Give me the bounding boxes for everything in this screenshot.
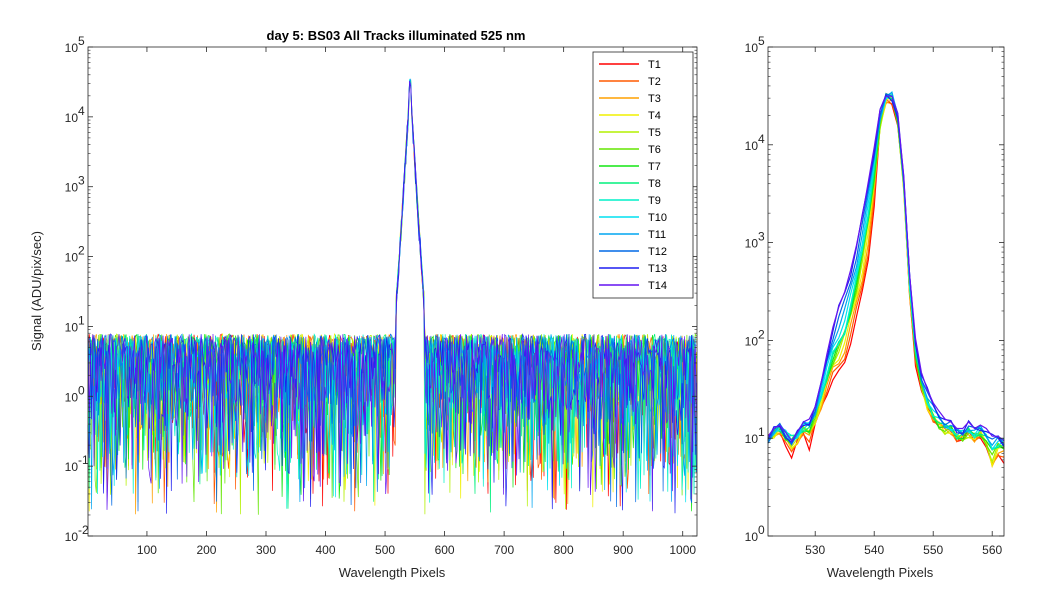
zoom-y-tick-exponent: 0 (758, 523, 765, 537)
zoom-x-tick-label: 530 (805, 543, 825, 557)
legend-label-t5: T5 (648, 127, 661, 139)
main-y-tick-label: 10 (65, 320, 79, 334)
zoom-y-tick-label: 10 (745, 139, 759, 153)
main-x-tick-label: 600 (435, 543, 455, 557)
main-y-axis-label: Signal (ADU/pix/sec) (29, 231, 44, 351)
main-y-tick-label: 10 (65, 41, 79, 55)
zoom-y-tick-exponent: 3 (758, 230, 765, 244)
zoom-trace-t14 (767, 95, 1005, 442)
main-y-tick-label: 10 (65, 251, 79, 265)
zoom-y-tick-exponent: 1 (758, 425, 765, 439)
legend-label-t8: T8 (648, 178, 661, 190)
main-trace-group (87, 78, 697, 515)
zoom-trace-t13 (767, 93, 1005, 447)
main-y-tick-exponent: -1 (78, 453, 89, 467)
zoom-plot-frame (767, 46, 1005, 537)
zoom-y-tick-exponent: 4 (758, 132, 765, 146)
legend-label-t6: T6 (648, 144, 661, 156)
legend-label-t1: T1 (648, 59, 661, 71)
main-plot-frame (87, 46, 698, 537)
zoom-y-tick-label: 10 (745, 41, 759, 55)
main-x-tick-label: 400 (316, 543, 336, 557)
main-x-tick-label: 100 (137, 543, 157, 557)
main-y-tick-label: 10 (65, 181, 79, 195)
zoom-x-tick-label: 550 (923, 543, 943, 557)
zoom-x-axis-label: Wavelength Pixels (827, 565, 934, 580)
legend-label-t14: T14 (648, 280, 667, 292)
legend-label-t13: T13 (648, 263, 667, 275)
main-y-tick-label: 10 (65, 530, 79, 544)
main-y-tick-exponent: 3 (78, 174, 85, 188)
main-x-tick-label: 700 (494, 543, 514, 557)
main-x-axis-label: Wavelength Pixels (339, 565, 446, 580)
zoom-x-tick-label: 560 (982, 543, 1002, 557)
main-y-tick-exponent: 2 (78, 244, 85, 258)
legend: T1 T2 T3 T4 T5 T6 T7 T8 T9 T10 T11 T12 T13 T14 (592, 51, 694, 299)
zoom-y-tick-label: 10 (745, 432, 759, 446)
legend-label-t9: T9 (648, 195, 661, 207)
main-trace-t14 (87, 80, 697, 512)
main-y-tick-exponent: 5 (78, 34, 85, 48)
main-y-tick-exponent: 4 (78, 104, 85, 118)
main-y-tick-label: 10 (65, 390, 79, 404)
zoom-x-tick-label: 540 (864, 543, 884, 557)
legend-label-t11: T11 (648, 229, 666, 241)
legend-label-t4: T4 (648, 110, 661, 122)
main-y-tick-exponent: 1 (78, 313, 85, 327)
zoom-y-tick-label: 10 (745, 237, 759, 251)
main-x-tick-label: 500 (375, 543, 395, 557)
main-y-tick-exponent: -2 (78, 523, 89, 537)
zoom-y-tick-exponent: 5 (758, 34, 765, 48)
main-x-tick-label: 800 (554, 543, 574, 557)
legend-label-t2: T2 (648, 76, 661, 88)
main-x-tick-label: 900 (613, 543, 633, 557)
zoom-y-tick-exponent: 2 (758, 327, 765, 341)
legend-label-t10: T10 (648, 212, 667, 224)
main-x-tick-label: 200 (196, 543, 216, 557)
legend-label-t12: T12 (648, 246, 667, 258)
legend-label-t7: T7 (648, 161, 661, 173)
zoom-y-tick-label: 10 (745, 334, 759, 348)
zoom-trace-group (767, 90, 1005, 469)
main-x-tick-label: 1000 (669, 543, 696, 557)
legend-label-t3: T3 (648, 93, 661, 105)
legend-box (592, 51, 694, 299)
zoom-y-tick-label: 10 (745, 530, 759, 544)
main-y-tick-label: 10 (65, 460, 79, 474)
zoom-plot-area (768, 47, 1004, 536)
main-y-tick-label: 10 (65, 111, 79, 125)
main-chart-title: day 5: BS03 All Tracks illuminated 525 n… (267, 28, 526, 43)
main-y-tick-exponent: 0 (78, 383, 85, 397)
main-x-tick-label: 300 (256, 543, 276, 557)
